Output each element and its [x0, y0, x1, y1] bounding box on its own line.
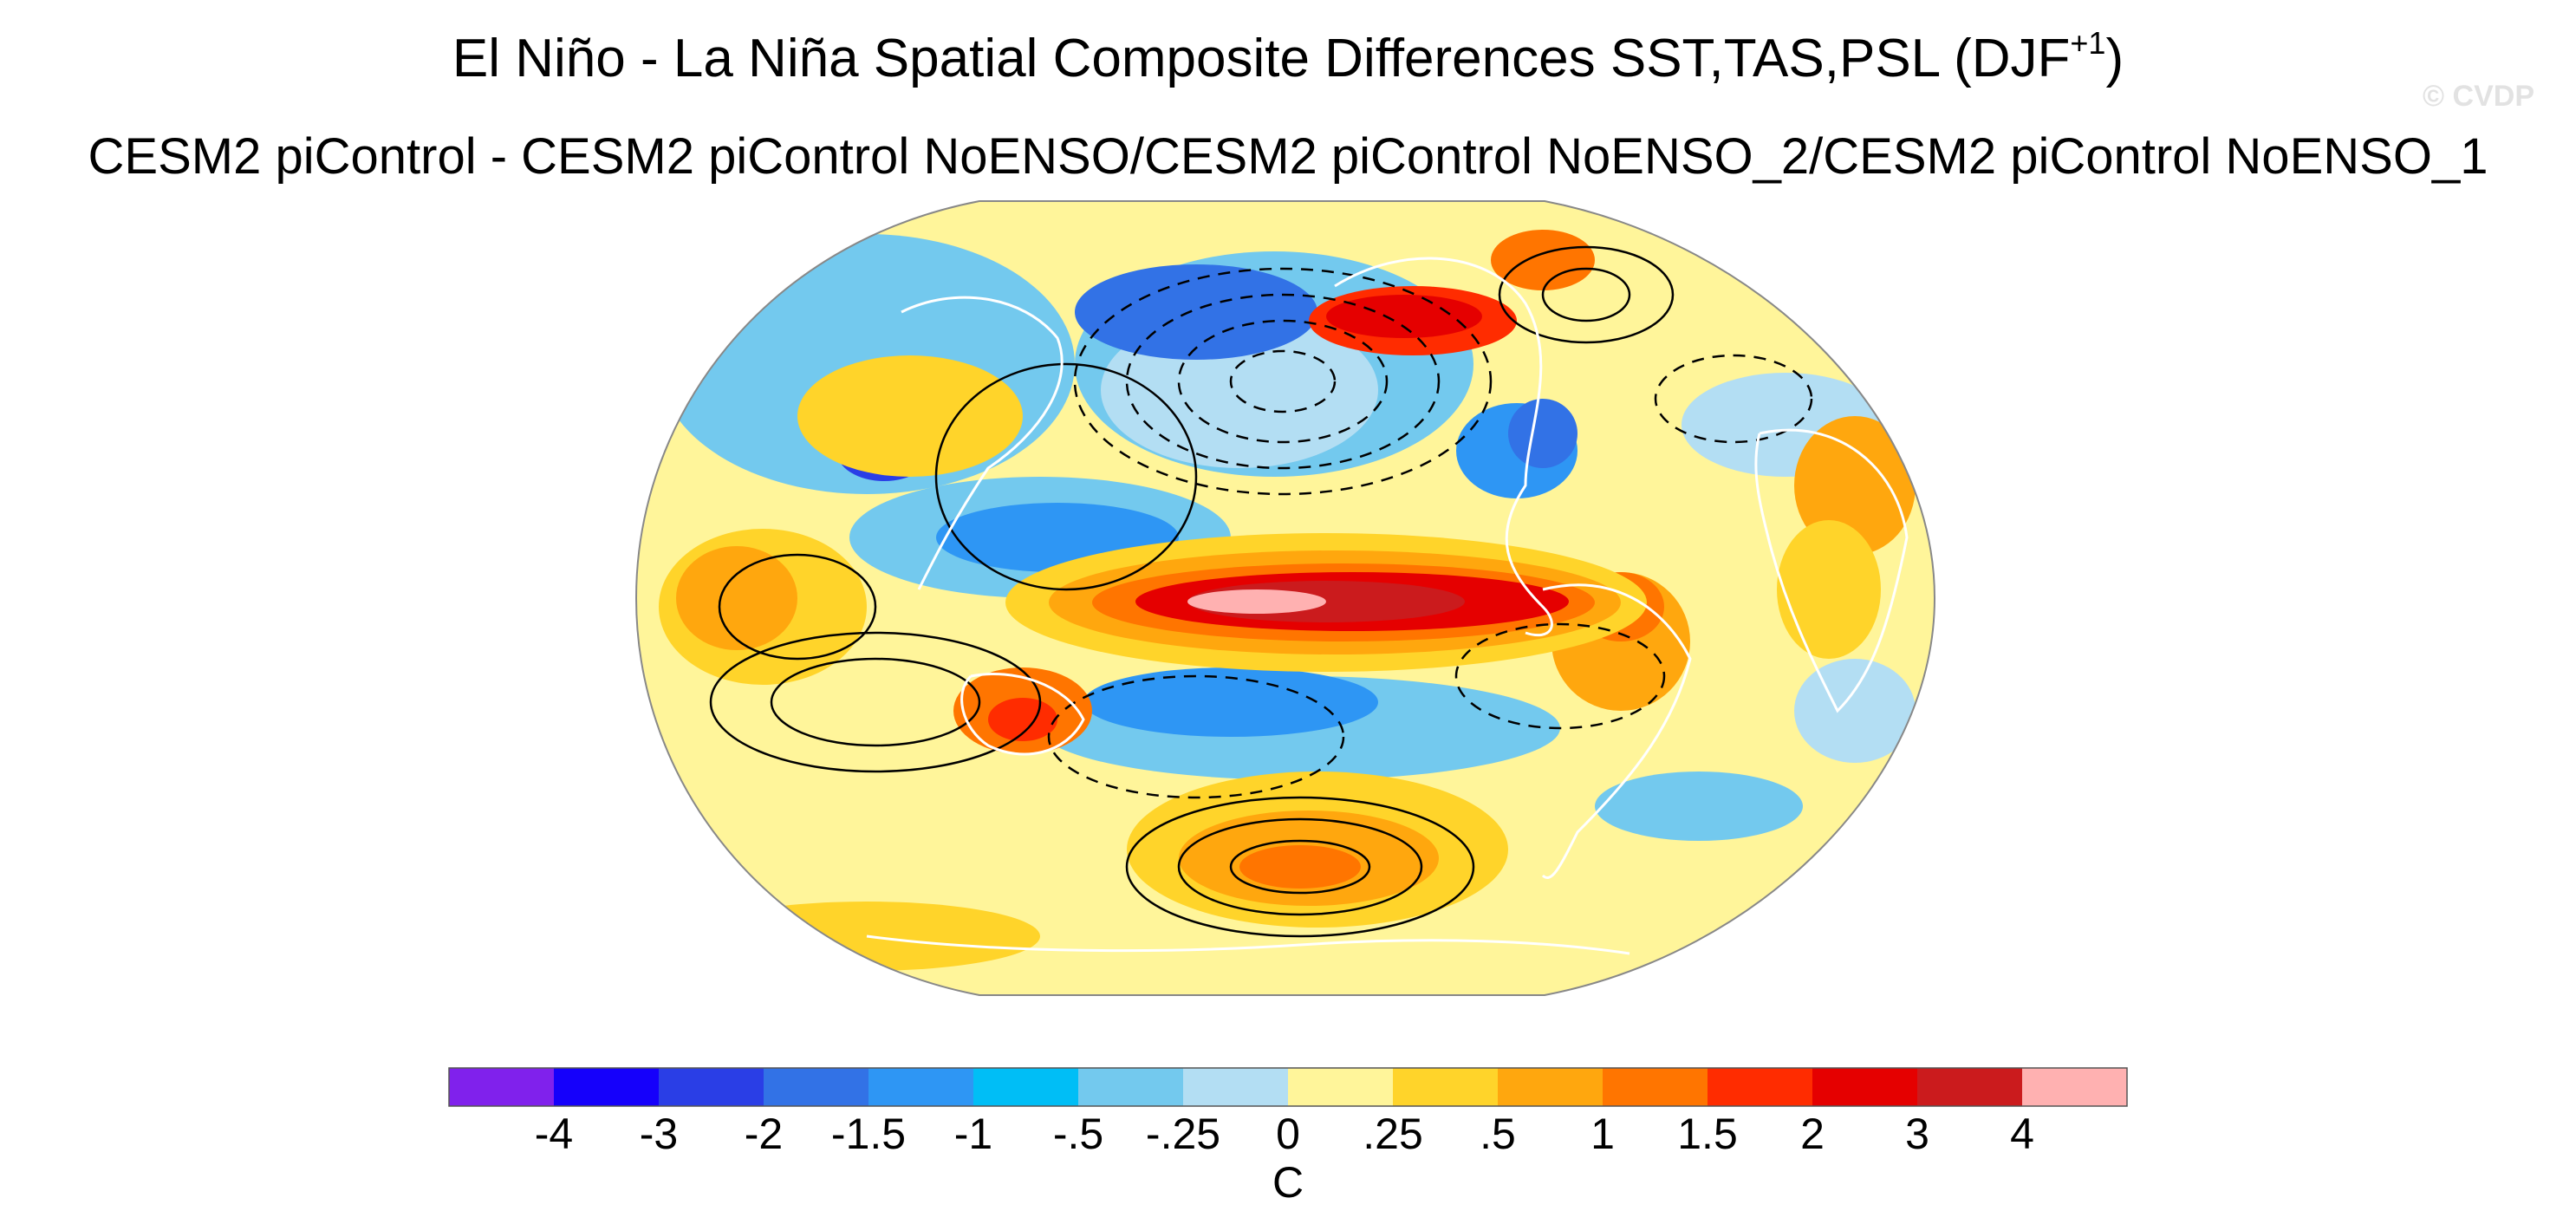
psl-negative-contours [1047, 267, 1813, 799]
colorbar-tick-label: -1 [953, 1110, 993, 1158]
colorbar-box [1498, 1068, 1603, 1106]
colorbar-tick-label: 4 [2010, 1110, 2034, 1158]
colorbar-tick-label: -3 [639, 1110, 679, 1158]
colorbar-tick-label: -2 [744, 1110, 784, 1158]
colorbar-tick-label: -1.5 [830, 1110, 907, 1158]
coastlines [866, 257, 1909, 955]
colorbar-box [1603, 1068, 1708, 1106]
psl-contours [709, 245, 1675, 938]
map-title-superscript: +1 [2070, 25, 2106, 61]
colorbar-tick-label: 0 [1276, 1110, 1300, 1158]
colorbar-box [1708, 1068, 1813, 1106]
cvdp-watermark: © CVDP [2423, 80, 2534, 113]
map-subtitle: CESM2 piControl - CESM2 piControl NoENSO… [88, 128, 2488, 185]
colorbar-box [554, 1068, 660, 1106]
map-field [636, 201, 1935, 995]
colorbar-tick-label: -.5 [1052, 1110, 1104, 1158]
colorbar-tick-label: .25 [1363, 1110, 1423, 1158]
colorbar-tick-label: 3 [1905, 1110, 1929, 1158]
map-title-close: ) [2105, 29, 2124, 88]
colorbar-units: C [1272, 1158, 1304, 1207]
colorbar-tick-label: 1.5 [1677, 1110, 1738, 1158]
colorbar-tick-label: 2 [1800, 1110, 1825, 1158]
globe-outline [634, 200, 1936, 996]
colorbar-box [973, 1068, 1079, 1106]
colorbar-frame [448, 1067, 2128, 1107]
colorbar-tick-label: -4 [534, 1110, 574, 1158]
colorbar-tick-label: 1 [1590, 1110, 1615, 1158]
map-title-text: El Niño - La Niña Spatial Composite Diff… [452, 29, 2071, 88]
colorbar-box [764, 1068, 869, 1106]
colorbar-box [1183, 1068, 1289, 1106]
map-title: El Niño - La Niña Spatial Composite Diff… [0, 26, 2576, 92]
colorbar-box [868, 1068, 974, 1106]
colorbar-box [1812, 1068, 1918, 1106]
colorbar-tick-label: .5 [1480, 1110, 1516, 1158]
colorbar-box [2022, 1068, 2128, 1106]
colorbar-box [1393, 1068, 1499, 1106]
colorbar-tick-label: -.25 [1145, 1110, 1221, 1158]
colorbar-box [1288, 1068, 1394, 1106]
colorbar-box [1078, 1068, 1184, 1106]
colorbar-box [1917, 1068, 2023, 1106]
colorbar-box [449, 1068, 555, 1106]
colorbar-box [659, 1068, 764, 1106]
